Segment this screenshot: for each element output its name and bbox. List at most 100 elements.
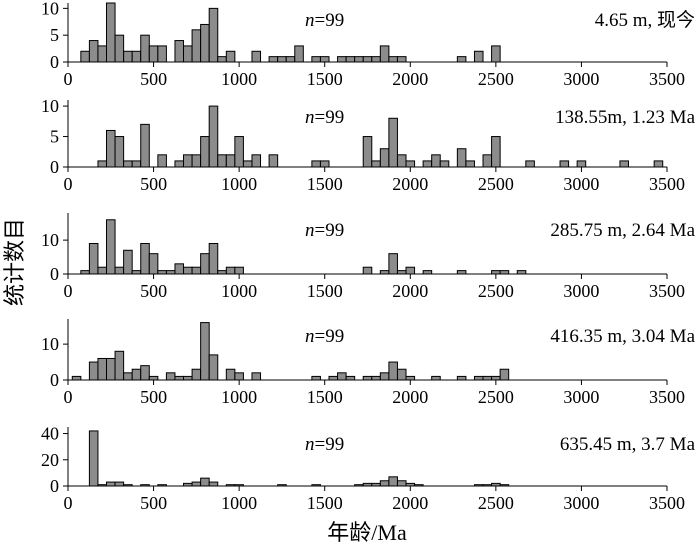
x-tick-label: 1500: [307, 174, 343, 194]
y-tick-label: 0: [50, 370, 59, 390]
x-tick-label: 3000: [563, 69, 599, 89]
bar: [379, 45, 390, 63]
x-tick-label: 1000: [221, 281, 257, 301]
bar: [491, 45, 501, 63]
bar: [251, 372, 262, 381]
y-tick-label: 0: [50, 476, 59, 496]
bar: [123, 50, 133, 63]
bar: [456, 148, 467, 168]
bar: [106, 219, 116, 275]
bar: [414, 484, 424, 487]
bar: [200, 477, 210, 487]
bar: [396, 480, 407, 487]
bar: [234, 266, 244, 275]
x-tick-label: 3500: [649, 493, 685, 513]
bar: [396, 154, 407, 168]
bar: [183, 154, 193, 168]
bar: [371, 160, 381, 168]
bar: [268, 56, 279, 63]
bar: [319, 160, 330, 168]
y-tick-label: 20: [41, 450, 59, 470]
bar: [114, 350, 125, 381]
bar: [123, 249, 133, 275]
bar: [208, 354, 219, 381]
bar: [140, 123, 150, 168]
bar: [157, 484, 167, 487]
x-tick-label: 3000: [563, 387, 599, 407]
bar: [174, 40, 185, 63]
bar: [337, 56, 347, 63]
sample-count-label: n=99: [305, 107, 344, 128]
x-tick-label: 1500: [307, 387, 343, 407]
bar: [491, 136, 501, 168]
bar: [71, 375, 82, 381]
sample-count-label: n=99: [305, 10, 344, 31]
bar: [234, 372, 244, 381]
bar: [499, 368, 510, 381]
bar: [388, 476, 398, 487]
bar: [379, 270, 390, 275]
bar: [328, 375, 339, 381]
sample-count-label: n=99: [305, 220, 344, 241]
bar: [80, 50, 90, 63]
bar: [123, 372, 133, 381]
x-tick-label: 2000: [392, 174, 428, 194]
bar: [431, 375, 441, 381]
panel-title: 416.35 m, 3.04 Ma: [550, 326, 695, 347]
sample-count-label: n=99: [305, 434, 344, 455]
bar: [106, 2, 116, 63]
bar: [191, 266, 202, 275]
y-axis-title: 统计数目: [2, 218, 27, 306]
bar: [191, 368, 202, 381]
bar: [165, 270, 176, 275]
bar: [285, 56, 296, 63]
x-tick-label: 2000: [392, 69, 428, 89]
bar: [97, 357, 108, 381]
x-tick-label: 3000: [563, 174, 599, 194]
bar: [362, 56, 373, 63]
bar: [131, 50, 142, 63]
bar: [456, 56, 467, 63]
bar: [225, 50, 236, 63]
bar: [379, 480, 390, 487]
bar: [653, 160, 664, 168]
bar: [157, 45, 167, 63]
bar: [140, 34, 150, 63]
bar: [165, 372, 176, 381]
bar: [482, 375, 493, 381]
bar: [405, 266, 416, 275]
x-tick-label: 1000: [221, 387, 257, 407]
panel-title: 635.45 m, 3.7 Ma: [560, 434, 696, 455]
bar: [251, 154, 262, 168]
bar: [191, 481, 202, 487]
y-tick-label: 10: [41, 0, 59, 18]
bar: [396, 56, 407, 63]
x-tick-label: 1500: [307, 493, 343, 513]
bar: [88, 243, 99, 275]
bar: [491, 375, 501, 381]
x-tick-label: 0: [64, 69, 73, 89]
bar: [311, 160, 321, 168]
bar: [396, 368, 407, 381]
bar: [217, 154, 227, 168]
bar: [354, 56, 364, 63]
bar: [482, 484, 493, 487]
bar: [311, 484, 321, 487]
bar: [225, 368, 236, 381]
x-tick-label: 1000: [221, 174, 257, 194]
bar: [88, 361, 99, 381]
bar: [619, 160, 629, 168]
bar: [277, 56, 287, 63]
panel-title: 285.75 m, 2.64 Ma: [550, 220, 695, 241]
x-tick-label: 3500: [649, 387, 685, 407]
bar: [200, 23, 210, 63]
bar: [97, 160, 108, 168]
bar: [131, 368, 142, 381]
bar: [217, 56, 227, 63]
bar: [388, 361, 398, 381]
x-tick-label: 1500: [307, 281, 343, 301]
x-tick-label: 3500: [649, 69, 685, 89]
bar: [106, 357, 116, 381]
x-tick-label: 1500: [307, 69, 343, 89]
